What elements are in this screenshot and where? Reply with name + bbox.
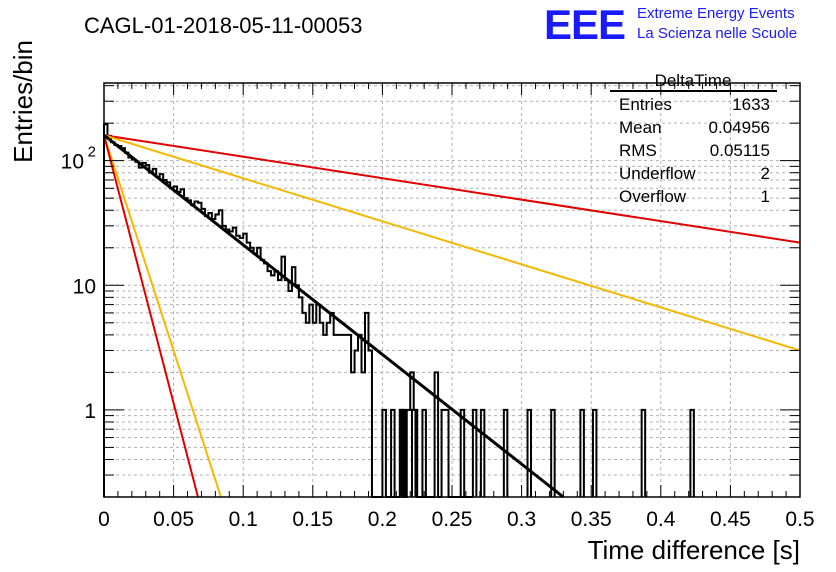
histogram-bin [689, 408, 695, 497]
y-axis-label: Entries/bin [8, 40, 38, 163]
x-tick-label: 0.15 [292, 508, 333, 531]
grid-lines [104, 83, 800, 497]
fit-line [103, 134, 801, 244]
histogram-bin [479, 408, 486, 497]
x-axis-ticks: 0 0.05 0.1 0.15 0.2 0.25 0.3 0.35 0.4 0.45 0.5 [98, 83, 815, 531]
y-tick-exponent: 2 [88, 144, 96, 161]
logo-mark: EEE [544, 1, 626, 48]
y-tick-label: 10 [73, 275, 96, 298]
fit-line [103, 134, 199, 498]
x-tick-label: 0.35 [571, 508, 612, 531]
histogram-bin [459, 408, 466, 497]
stats-label: Underflow [619, 164, 696, 183]
histogram-bin [550, 408, 556, 497]
stats-label: RMS [619, 141, 657, 160]
x-tick-label: 0.5 [785, 508, 814, 531]
fit-line [103, 134, 801, 352]
x-tick-label: 0.05 [153, 508, 194, 531]
histogram-bin [579, 408, 585, 497]
x-axis-label: Time difference [s] [588, 535, 800, 565]
x-tick-label: 0.25 [432, 508, 473, 531]
fit-line [103, 134, 222, 498]
x-tick-label: 0.3 [507, 508, 536, 531]
histogram-bin [591, 408, 598, 497]
stats-value: 2 [761, 164, 770, 183]
histogram-bin [400, 408, 407, 497]
stats-value: 1633 [732, 95, 770, 114]
stats-label: Mean [619, 118, 662, 137]
histogram-bin [526, 408, 532, 497]
chart-title: CAGL-01-2018-05-11-00053 [84, 13, 362, 38]
histogram [103, 123, 695, 498]
y-tick-label: 1 [84, 400, 96, 423]
stats-value: 1 [761, 187, 770, 206]
stats-label: Overflow [619, 187, 687, 206]
fit-line [103, 134, 565, 499]
stats-label: Entries [619, 95, 672, 114]
logo-line-1: Extreme Energy Events [637, 5, 795, 22]
y-tick-label: 10 [61, 151, 84, 174]
histogram-bin [640, 408, 647, 497]
x-tick-label: 0.1 [229, 508, 258, 531]
x-tick-label: 0.2 [368, 508, 397, 531]
x-tick-label: 0.4 [646, 508, 676, 531]
stats-value: 0.05115 [710, 141, 770, 160]
x-tick-label: 0 [98, 508, 110, 531]
stats-value: 0.04956 [709, 118, 770, 137]
stats-title: DeltaTime [655, 71, 732, 90]
histogram-bin [421, 408, 427, 497]
histogram-bin [390, 408, 396, 497]
x-tick-label: 0.45 [710, 508, 751, 531]
histogram-bin [410, 408, 417, 497]
fit-lines [103, 134, 801, 499]
stats-box: DeltaTime Entries 1633 Mean 0.04956 RMS 0.051… [610, 71, 777, 206]
logo-line-2: La Scienza nelle Scuole [637, 25, 798, 42]
